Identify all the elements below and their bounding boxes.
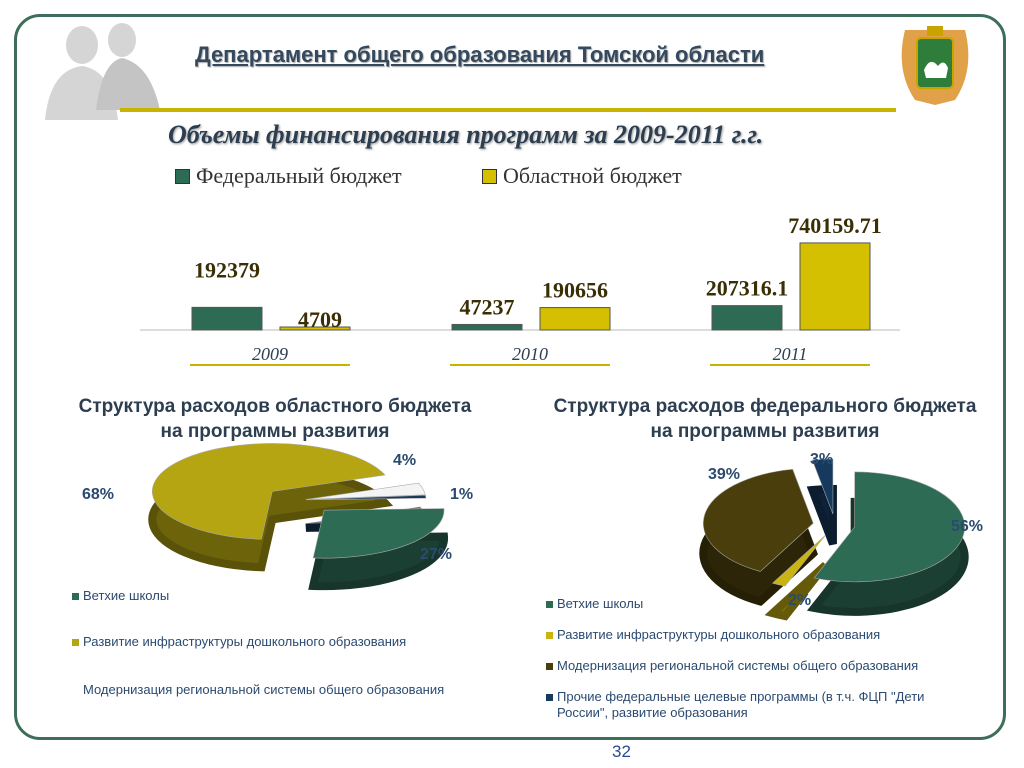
header-title: Департамент общего образования Томской о…: [195, 42, 765, 67]
x-tick-label: 2011: [773, 344, 808, 364]
data-label: 192379: [194, 257, 260, 282]
data-label: 740159.71: [788, 213, 882, 238]
x-tick-label: 2009: [252, 344, 288, 364]
coat-of-arms-icon: [901, 26, 969, 105]
pie2-label: 56%: [951, 518, 984, 535]
chart-title: Объемы финансирования программ за 2009-2…: [168, 120, 764, 149]
pie1-label: 27%: [420, 546, 453, 563]
bar: [539, 307, 611, 331]
legend-regional: Областной бюджет: [482, 163, 682, 189]
pie-slice: [811, 458, 834, 515]
pie2-label: 39%: [708, 466, 741, 483]
bar: [799, 242, 871, 331]
pie-slice: [312, 508, 445, 559]
data-label: 47237: [460, 294, 515, 319]
legend-federal: Федеральный бюджет: [175, 163, 402, 189]
pie1-legend-item: Развитие инфраструктуры дошкольного обра…: [72, 634, 406, 650]
page-number: 32: [612, 742, 631, 761]
pie1-title: Структура расходов областного бюджета на…: [78, 396, 472, 442]
pie-slice: [305, 482, 426, 500]
pie1-label: 1%: [450, 486, 474, 503]
x-tick-label: 2010: [512, 344, 548, 364]
bar: [711, 305, 783, 331]
data-label: 190656: [542, 278, 608, 303]
pie1-label: 68%: [82, 486, 115, 503]
pie-slice: [703, 468, 814, 572]
pie2-legend-item: Модернизация региональной системы общего…: [546, 658, 918, 674]
pie2-legend-item: Прочие федеральные целевые программы (в …: [546, 689, 966, 721]
bar: [279, 326, 351, 331]
legend-swatch: [482, 168, 497, 184]
pie2-legend-item: Ветхие школы: [546, 596, 643, 612]
divider: [120, 108, 896, 112]
pie-slice: [764, 561, 829, 621]
pie-slice: [151, 443, 386, 540]
pie-slice: [813, 471, 965, 583]
pie2-label: 2%: [788, 592, 812, 609]
pie1-legend-item: Ветхие школы: [72, 588, 169, 604]
legend-label: Областной бюджет: [503, 163, 682, 188]
pie2-label: 3%: [810, 451, 834, 468]
pie1-label: 4%: [393, 452, 417, 469]
pie2-title: Структура расходов федерального бюджета …: [553, 396, 977, 442]
pie2-legend-item: Развитие инфраструктуры дошкольного обра…: [546, 627, 880, 643]
pie-slice: [305, 494, 427, 501]
data-label: 4709: [298, 307, 342, 332]
slide-frame: [14, 14, 1006, 740]
pie-slice: [772, 534, 826, 587]
pie1-legend-item: Модернизация региональной системы общего…: [72, 682, 444, 698]
bar: [451, 323, 523, 331]
bar: [191, 306, 263, 331]
legend-label: Федеральный бюджет: [196, 163, 402, 188]
legend-swatch: [175, 168, 190, 184]
data-label: 207316.1: [706, 276, 789, 301]
people-silhouette-icon: [45, 23, 160, 120]
